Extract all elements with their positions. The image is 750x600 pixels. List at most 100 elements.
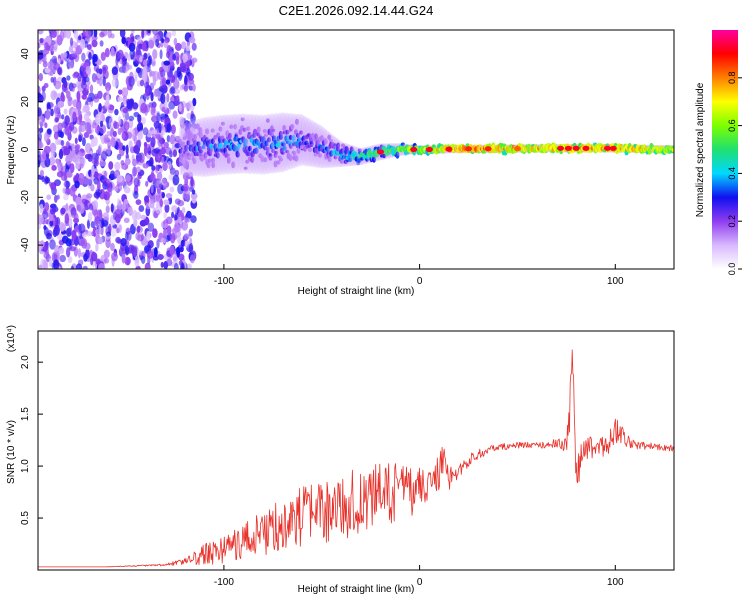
spectrogram-speckle: [68, 45, 74, 53]
spectrogram-blob: [236, 151, 241, 158]
spectrogram-speckle: [124, 245, 129, 256]
spectrogram-speckle: [60, 171, 68, 182]
spectrogram-blob: [264, 140, 269, 147]
spectrogram-speckle: [182, 183, 190, 192]
spectrogram-speckle: [183, 233, 190, 240]
spectrogram-speckle: [115, 236, 122, 244]
spectrogram-speckle: [48, 157, 56, 166]
spectrogram-speckle: [38, 42, 41, 49]
spectrogram-speckle: [60, 139, 65, 147]
spectrogram-speckle: [50, 108, 54, 117]
spectrogram-speckle: [135, 139, 141, 150]
spectrogram-blob: [229, 124, 234, 129]
spectrogram-blob: [340, 148, 345, 155]
spectrogram-speckle: [174, 143, 181, 149]
spectrogram-speckle: [116, 174, 124, 183]
spectrogram-blob: [246, 126, 251, 132]
spectrogram-blob: [263, 157, 268, 163]
spectrogram-speckle: [137, 36, 143, 43]
spectrogram-speckle: [128, 115, 135, 122]
spectrogram-blob: [184, 144, 189, 152]
spectrogram-blob: [226, 145, 231, 149]
spectrogram-speckle: [160, 37, 165, 44]
spectrogram-speckle: [190, 215, 197, 223]
spectrogram-speckle: [166, 92, 170, 103]
spectrogram-blob: [299, 130, 304, 135]
spectrogram-speckle: [67, 96, 73, 106]
spectrogram-speckle: [180, 41, 187, 50]
spectrogram-speckle: [98, 102, 102, 113]
spectrogram-speckle: [127, 230, 132, 242]
spectrogram-speckle: [100, 51, 106, 61]
spectrogram-blob: [326, 147, 331, 153]
spectrogram-speckle: [153, 88, 158, 97]
spectrogram-speckle: [104, 100, 110, 110]
spectrogram-halo: [233, 113, 238, 175]
spectrogram-speckle: [159, 49, 163, 60]
spectrogram-speckle: [44, 67, 51, 74]
spectrogram-speckle: [78, 223, 86, 234]
spectrogram-blob: [276, 160, 281, 165]
spectrogram-speckle: [49, 239, 56, 250]
spectrogram-speckle: [105, 94, 110, 103]
spectrogram-blob: [291, 134, 296, 142]
spectrogram-speckle: [65, 30, 72, 39]
y-tick-label: 1.5: [20, 407, 31, 421]
spectrogram-speckle: [133, 190, 139, 199]
spectrogram-blob: [193, 133, 198, 140]
spectrogram-blob: [316, 139, 321, 144]
spectrogram-blob: [178, 148, 183, 154]
spectrogram-speckle: [91, 39, 98, 48]
spectrogram-speckle: [69, 186, 76, 197]
spectrogram-speckle: [85, 30, 92, 39]
spectrogram-speckle: [172, 149, 178, 158]
spectrogram-speckle: [49, 68, 54, 77]
spectrogram-speckle: [160, 93, 166, 104]
spectrogram-halo: [306, 117, 311, 167]
spectrogram-speckle: [144, 88, 149, 97]
spectrogram-speckle: [174, 198, 181, 205]
spectrogram-speckle: [68, 217, 73, 228]
spectrogram-blob: [243, 166, 248, 170]
spectrogram-peak: [609, 145, 617, 151]
y-tick-label: 0: [20, 146, 31, 152]
spectrogram-speckle: [96, 191, 101, 197]
spectrogram-blob: [240, 117, 245, 122]
spectrogram-speckle: [80, 38, 86, 50]
spectrogram-speckle: [152, 254, 159, 261]
spectrogram-blob: [238, 128, 243, 135]
spectrogram-speckle: [132, 102, 139, 110]
spectrogram-speckle: [157, 253, 164, 261]
spectrogram-speckle: [54, 80, 62, 90]
x-tick-label: 0: [417, 276, 423, 287]
spectrogram-speckle: [46, 194, 52, 200]
spectrogram-speckle: [77, 248, 82, 259]
spectrogram-blob: [299, 145, 304, 150]
spectrogram-speckle: [144, 262, 151, 269]
spectrogram-speckle: [46, 232, 52, 240]
spectrogram-speckle: [114, 209, 121, 215]
spectrogram-speckle: [82, 30, 86, 37]
spectrogram-speckle: [166, 135, 171, 143]
spectrogram-speckle: [164, 203, 170, 214]
spectrogram-speckle: [120, 238, 127, 247]
spectrogram-speckle: [171, 30, 177, 37]
spectrogram-speckle: [152, 49, 158, 60]
spectrogram-speckle: [113, 121, 120, 130]
spectrogram-speckle: [172, 53, 176, 61]
spectrogram-speckle: [134, 211, 142, 220]
colorbar-tick-label: 0.4: [727, 167, 737, 180]
spectrogram-speckle: [148, 55, 153, 66]
spectrogram-speckle: [82, 67, 87, 75]
spectrogram-speckle: [170, 133, 176, 141]
snr-x-axis: -100 0 100: [214, 565, 624, 588]
spectrogram-speckle: [93, 30, 98, 38]
spectrogram-speckle: [142, 59, 148, 66]
spectrogram-speckle: [71, 50, 77, 58]
spectrogram-speckle: [105, 226, 111, 237]
spectrogram-speckle: [163, 40, 169, 49]
spectrogram-speckle: [188, 228, 194, 237]
spectrogram-speckle: [134, 257, 140, 267]
spectrogram-speckle: [93, 209, 99, 219]
spectrogram-speckle: [139, 219, 147, 227]
